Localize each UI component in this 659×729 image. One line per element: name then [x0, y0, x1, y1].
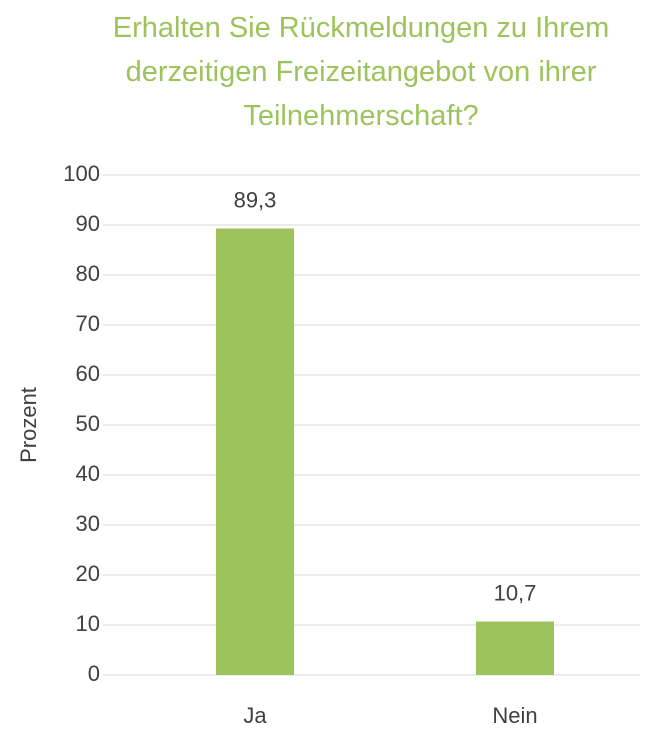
y-tick-label: 70 [76, 311, 100, 336]
bar [476, 621, 554, 675]
chart-title: Erhalten Sie Rückmeldungen zu Ihrem derz… [112, 12, 610, 132]
y-tick-label: 60 [76, 361, 100, 386]
y-tick-label: 50 [76, 411, 100, 436]
y-axis-label: Prozent [16, 387, 41, 463]
y-tick-label: 100 [63, 161, 100, 186]
bar [216, 228, 294, 675]
y-tick-label: 20 [76, 561, 100, 586]
y-tick-label: 40 [76, 461, 100, 486]
y-tick-label: 90 [76, 211, 100, 236]
y-tick-label: 80 [76, 261, 100, 286]
y-tick-label: 10 [76, 611, 100, 636]
y-tick-label: 0 [88, 661, 100, 686]
x-tick-label: Nein [492, 703, 537, 728]
y-tick-label: 30 [76, 511, 100, 536]
x-tick-label: Ja [243, 703, 267, 728]
data-label: 10,7 [494, 580, 537, 605]
data-label: 89,3 [234, 187, 277, 212]
